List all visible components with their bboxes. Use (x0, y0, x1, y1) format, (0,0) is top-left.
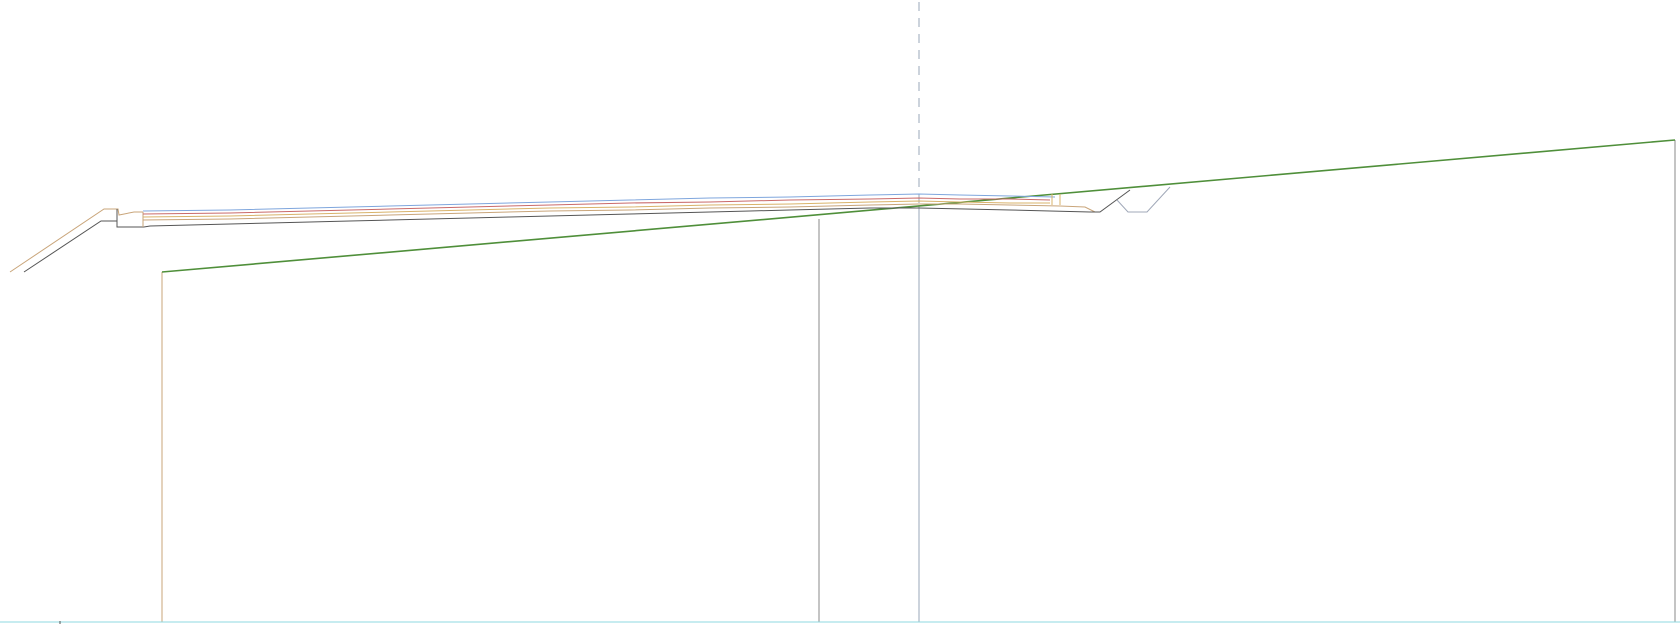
layer-red (142, 197, 1051, 215)
right-slope (1095, 189, 1131, 213)
layer-blue (142, 193, 1056, 212)
left-slope-inner (23, 220, 144, 273)
ground-line (161, 139, 1676, 273)
existing-surface (143, 207, 1095, 228)
layer-orange (142, 200, 1050, 218)
right-ditch (1116, 186, 1171, 213)
left-slope-outer (9, 208, 143, 273)
layer-tan (142, 203, 1096, 221)
